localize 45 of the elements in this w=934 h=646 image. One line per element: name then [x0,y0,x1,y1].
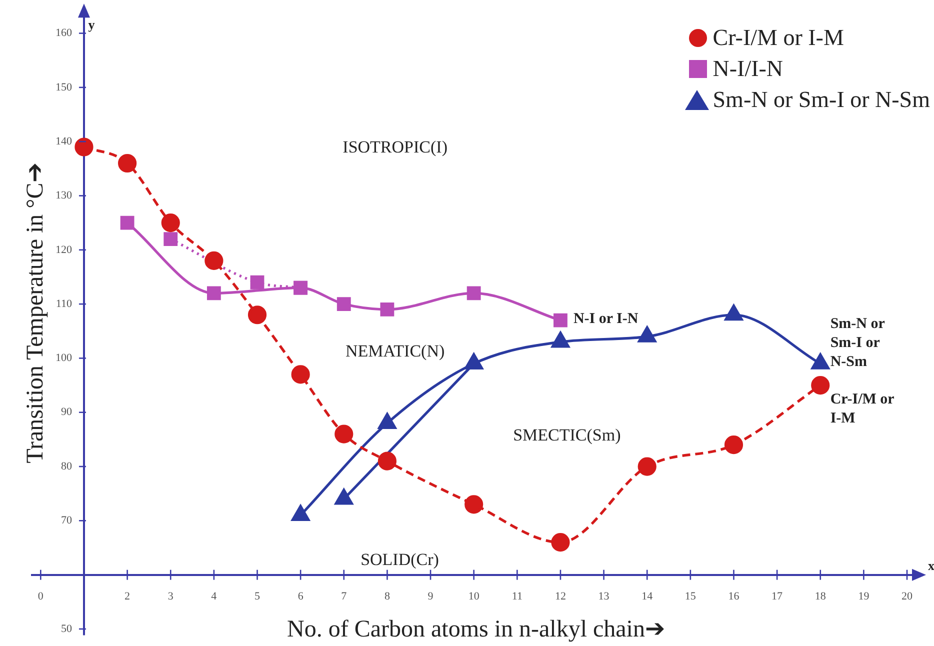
annotation: SOLID(Cr) [360,550,439,570]
y-tick-label: 160 [55,27,72,40]
annotation: SMECTIC(Sm) [513,426,621,445]
x-tick-label: 2 [124,590,130,602]
legend-label: N-I/I-N [712,55,784,83]
x-tick-label: 9 [428,590,434,602]
annotation: Cr-I/M or I-M [830,391,895,426]
y-tick-label: 150 [55,81,72,94]
x-tick-label: 15 [684,590,696,602]
x-tick-label: 13 [598,590,610,602]
x-tick-label: 11 [512,590,522,602]
annotation: y [88,17,96,32]
x-tick-label: 10 [468,590,480,602]
x-tick-label: 6 [298,590,304,602]
x-tick-label: 8 [384,590,390,602]
annotation: NEMATIC(N) [346,342,445,361]
x-tick-label: 12 [554,590,566,602]
y-tick-label: 80 [60,460,72,472]
x-axis-title: No. of Carbon atoms in n-alkyl chain➔ [287,616,665,643]
x-tick-label: 16 [728,590,740,602]
y-tick-label: 70 [60,514,72,527]
x-tick-label: 3 [168,590,174,602]
x-tick-label: 18 [814,590,826,602]
x-tick-label: 5 [254,590,260,602]
text: x [928,558,934,573]
y-axis-title: Transition Temperature in °C➔ [22,162,48,464]
legend-label: Cr-I/M or I-M [712,24,844,52]
x-tick-label: 4 [211,590,218,602]
y-tick-label: 110 [56,298,72,310]
x-tick-label: 7 [341,590,348,602]
annotation: N-I or I-N [573,311,638,327]
y-tick-label: 130 [55,190,72,202]
y-tick-label: 100 [55,352,72,364]
annotation: Sm-N or Sm-I or N-Sm [830,316,886,370]
y-tick-label: 50 [60,622,72,635]
x-tick-label: 14 [642,590,654,602]
x-tick-label: 20 [902,590,914,602]
x-tick-label: 17 [772,590,784,602]
annotation: ISOTROPIC(I) [342,137,448,156]
y-tick-label: 90 [60,406,72,418]
x-tick-label: 0 [38,590,44,602]
legend-label: Sm-N or Sm-I or N-Sm [712,86,930,114]
x-tick-label: 19 [858,590,870,602]
y-tick-label: 120 [55,244,72,256]
y-tick-label: 140 [55,135,72,148]
